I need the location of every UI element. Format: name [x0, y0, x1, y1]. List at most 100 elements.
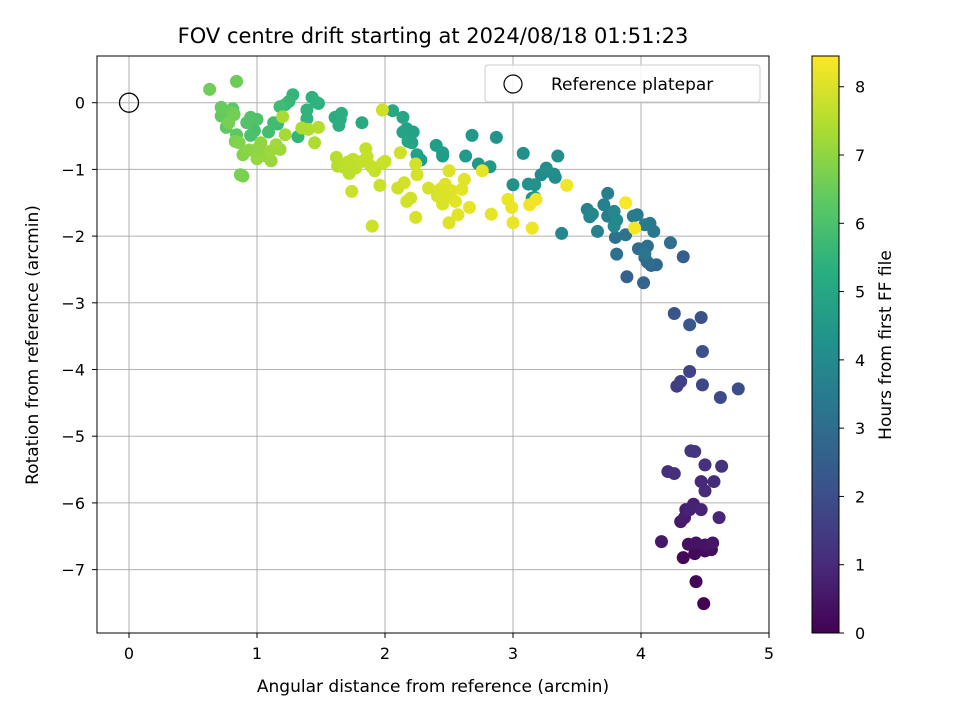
data-point [462, 200, 476, 214]
data-point [405, 136, 419, 150]
data-point [475, 164, 489, 178]
data-point [404, 191, 418, 205]
data-point [269, 138, 283, 152]
data-points [203, 74, 745, 611]
colorbar: 0 1 2 3 4 5 6 7 8 Hours from first FF file [811, 55, 896, 643]
data-point [506, 178, 520, 192]
x-tick-label: 4 [636, 644, 646, 663]
data-point [688, 445, 702, 459]
data-point [667, 467, 681, 481]
data-point [422, 181, 436, 195]
data-point [386, 104, 400, 118]
colorbar-tick-label: 8 [855, 78, 865, 97]
data-point [654, 535, 668, 549]
data-point [712, 511, 726, 525]
data-point [555, 226, 569, 240]
data-point [674, 375, 688, 389]
y-tick-label: −7 [61, 561, 85, 580]
data-point [429, 138, 443, 152]
data-point [355, 116, 369, 130]
data-point [713, 391, 727, 405]
reference-marker-layer [118, 92, 140, 113]
data-point [397, 176, 411, 190]
x-tick-label: 0 [124, 644, 134, 663]
x-tick-label: 2 [380, 644, 390, 663]
data-point [637, 276, 651, 290]
data-point [628, 221, 642, 235]
data-point [373, 178, 387, 192]
data-point [585, 207, 599, 221]
data-point [254, 136, 268, 150]
data-point [393, 146, 407, 160]
colorbar-tick-label: 0 [855, 624, 865, 643]
x-tick-label: 1 [252, 644, 262, 663]
y-tick-label: 0 [75, 94, 85, 113]
data-point [620, 270, 634, 284]
data-point [528, 178, 542, 192]
data-point [409, 210, 423, 224]
data-point [409, 157, 423, 171]
data-point [334, 106, 348, 120]
data-point [301, 122, 315, 136]
data-point [442, 164, 456, 178]
data-point [448, 194, 462, 208]
data-point [240, 116, 254, 130]
data-point [638, 218, 652, 232]
data-point [465, 128, 479, 142]
data-point [341, 155, 355, 169]
data-point [203, 82, 217, 96]
data-point [506, 216, 520, 230]
data-point [539, 161, 553, 175]
y-tick-label: −5 [61, 427, 85, 446]
colorbar-tick-label: 5 [855, 283, 865, 302]
data-point [601, 186, 615, 200]
data-point [695, 345, 709, 359]
legend-reference-marker [503, 74, 523, 94]
data-point [676, 551, 690, 565]
y-tick-label: −6 [61, 494, 85, 513]
data-point [311, 120, 325, 134]
data-point [278, 128, 292, 142]
y-tick-label: −4 [61, 361, 85, 380]
data-point [697, 597, 711, 611]
y-axis-label: Rotation from reference (arcmin) [23, 205, 43, 485]
data-point [698, 484, 712, 498]
data-point [551, 149, 565, 163]
colorbar-label: Hours from first FF file [876, 250, 896, 440]
data-point [273, 100, 287, 114]
data-point [250, 152, 264, 166]
data-point [505, 200, 519, 214]
data-point [630, 208, 644, 222]
data-point [676, 250, 690, 264]
data-point [459, 149, 473, 163]
colorbar-tick-label: 3 [855, 419, 865, 438]
data-point [516, 146, 530, 160]
data-point [309, 95, 323, 109]
data-point [230, 74, 244, 88]
data-point [236, 169, 250, 183]
data-point [525, 221, 539, 235]
x-tick-label: 3 [508, 644, 518, 663]
reference-platepar-marker [118, 92, 140, 113]
data-point [731, 382, 745, 396]
data-point [694, 503, 708, 517]
data-point [410, 168, 424, 182]
data-point [451, 208, 465, 222]
data-point [548, 170, 562, 184]
data-point [262, 125, 276, 139]
colorbar-tick-label: 4 [855, 351, 865, 370]
legend-box [484, 64, 761, 103]
data-point [688, 547, 702, 561]
legend-label: Reference platepar [551, 75, 713, 95]
data-point [590, 224, 604, 238]
data-point [442, 216, 456, 230]
y-tick-label: −3 [61, 294, 85, 313]
data-point [455, 182, 469, 196]
data-point [560, 178, 574, 192]
data-point [232, 136, 246, 150]
data-point [663, 236, 677, 250]
plot-frame [96, 55, 770, 634]
data-point [715, 459, 729, 473]
data-point [222, 116, 236, 130]
